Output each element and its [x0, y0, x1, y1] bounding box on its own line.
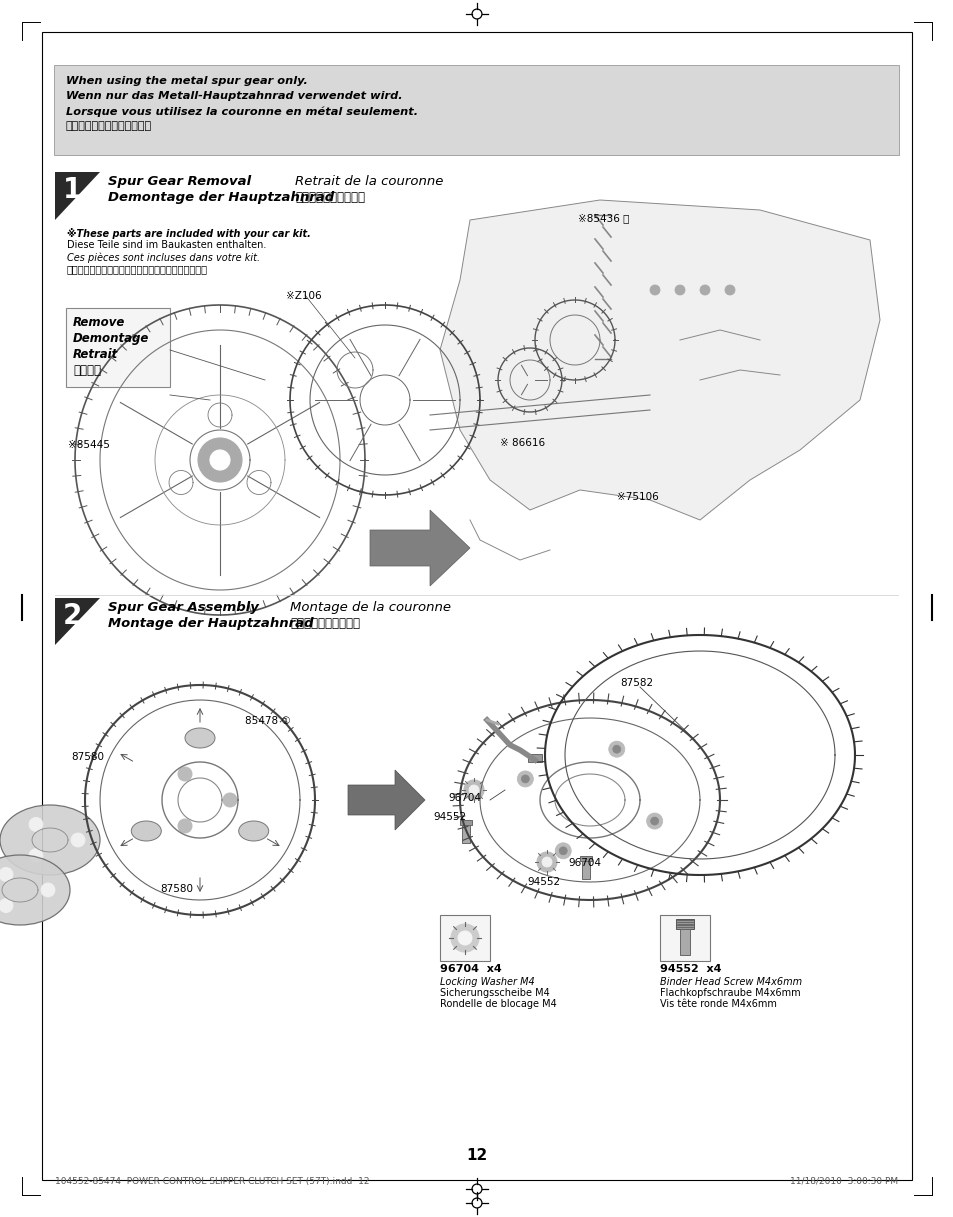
Bar [679, 929, 689, 955]
Circle shape [700, 285, 709, 295]
Text: 取り外し: 取り外し [73, 364, 101, 377]
Text: 94552  x4: 94552 x4 [659, 964, 720, 974]
Circle shape [178, 819, 192, 832]
Circle shape [178, 767, 192, 781]
Circle shape [520, 775, 529, 783]
Circle shape [71, 832, 85, 847]
Circle shape [558, 847, 567, 854]
Text: 12: 12 [466, 1148, 487, 1163]
Text: Spur Gear Assembly: Spur Gear Assembly [108, 601, 258, 615]
Bar [459, 820, 472, 825]
Circle shape [198, 438, 242, 482]
Circle shape [210, 450, 230, 470]
Text: ※ 86616: ※ 86616 [499, 438, 544, 448]
Text: Ces pièces sont incluses dans votre kit.: Ces pièces sont incluses dans votre kit. [67, 252, 260, 263]
Ellipse shape [0, 856, 70, 925]
Text: Wenn nur das Metall-Hauptzahnrad verwendet wird.: Wenn nur das Metall-Hauptzahnrad verwend… [66, 91, 402, 101]
Text: 96704  x4: 96704 x4 [439, 964, 501, 974]
Bar [659, 915, 709, 961]
Text: 2: 2 [63, 602, 82, 630]
Text: Montage der Hauptzahnrad: Montage der Hauptzahnrad [108, 617, 314, 630]
Text: ※These parts are included with your car kit.: ※These parts are included with your car … [67, 228, 311, 239]
Text: 94552: 94552 [433, 812, 466, 821]
Text: お手持ちのシャーシから外したパーツを使用します。: お手持ちのシャーシから外したパーツを使用します。 [67, 264, 208, 274]
Text: ※85436 ⓪: ※85436 ⓪ [578, 213, 629, 223]
Polygon shape [439, 200, 879, 520]
FancyBboxPatch shape [66, 308, 170, 387]
Circle shape [675, 285, 684, 295]
Bar [676, 919, 693, 929]
Text: 87580: 87580 [71, 752, 104, 762]
Text: Retrait: Retrait [73, 348, 118, 361]
Bar [579, 856, 592, 860]
Bar [54, 65, 898, 155]
Circle shape [541, 857, 552, 867]
Circle shape [0, 898, 13, 913]
Text: スパーギアのみ使用する場合: スパーギアのみ使用する場合 [66, 120, 152, 131]
Text: 11/18/2010  3:00:30 PM: 11/18/2010 3:00:30 PM [789, 1177, 897, 1187]
Text: ※85445: ※85445 [68, 441, 110, 450]
Text: Retrait de la couronne: Retrait de la couronne [294, 175, 443, 187]
Text: Montage de la couronne: Montage de la couronne [290, 601, 451, 615]
Text: Demontage: Demontage [73, 332, 150, 344]
Circle shape [608, 741, 624, 757]
Bar [527, 755, 541, 762]
Circle shape [517, 770, 533, 787]
Circle shape [41, 884, 55, 897]
Text: Locking Washer M4: Locking Washer M4 [439, 977, 535, 987]
Circle shape [612, 745, 620, 753]
Circle shape [469, 785, 478, 795]
Text: スパーギアの組み立て: スパーギアの組み立て [290, 617, 359, 630]
Circle shape [451, 924, 478, 952]
Text: スパーギアの取り外し: スパーギアの取り外し [294, 191, 365, 204]
Circle shape [0, 868, 13, 881]
Circle shape [463, 780, 483, 800]
Text: Flachkopfschraube M4x6mm: Flachkopfschraube M4x6mm [659, 988, 800, 998]
Circle shape [650, 817, 658, 825]
Ellipse shape [0, 804, 100, 875]
Circle shape [724, 285, 734, 295]
Bar [581, 860, 589, 879]
Circle shape [555, 843, 571, 859]
Text: 104552-85474  POWER CONTROL SLIPPER CLUTCH SET (57T).indd  12: 104552-85474 POWER CONTROL SLIPPER CLUTC… [55, 1177, 369, 1187]
Polygon shape [55, 598, 100, 645]
Text: ※75106: ※75106 [617, 492, 659, 501]
Circle shape [537, 852, 557, 873]
Text: ※Z106: ※Z106 [286, 291, 321, 301]
Polygon shape [370, 510, 470, 587]
Circle shape [457, 931, 472, 944]
Text: Sicherungsscheibe M4: Sicherungsscheibe M4 [439, 988, 549, 998]
Text: When using the metal spur gear only.: When using the metal spur gear only. [66, 75, 308, 86]
Bar [439, 915, 490, 961]
Circle shape [223, 793, 236, 807]
Text: Demontage der Hauptzahnrad: Demontage der Hauptzahnrad [108, 191, 334, 204]
Circle shape [29, 818, 43, 831]
Ellipse shape [238, 821, 269, 841]
Circle shape [646, 813, 662, 829]
Text: Spur Gear Removal: Spur Gear Removal [108, 175, 251, 187]
Text: 94552: 94552 [526, 877, 559, 887]
Text: 87580: 87580 [160, 884, 193, 894]
Text: Rondelle de blocage M4: Rondelle de blocage M4 [439, 999, 557, 1009]
Ellipse shape [132, 821, 161, 841]
Text: 87582: 87582 [619, 678, 653, 688]
Polygon shape [348, 770, 424, 830]
Text: Vis tête ronde M4x6mm: Vis tête ronde M4x6mm [659, 999, 776, 1009]
Text: Lorsque vous utilisez la couronne en métal seulement.: Lorsque vous utilisez la couronne en mét… [66, 106, 417, 117]
Text: 1: 1 [63, 176, 82, 204]
Polygon shape [55, 172, 100, 220]
Text: 96704: 96704 [448, 793, 480, 803]
Circle shape [649, 285, 659, 295]
Text: Binder Head Screw M4x6mm: Binder Head Screw M4x6mm [659, 977, 801, 987]
Text: 96704: 96704 [567, 858, 600, 868]
Ellipse shape [185, 728, 214, 748]
Text: 85478 ①: 85478 ① [245, 716, 291, 727]
Circle shape [29, 848, 43, 863]
Text: Remove: Remove [73, 316, 125, 329]
Bar [461, 825, 470, 843]
Text: Diese Teile sind im Baukasten enthalten.: Diese Teile sind im Baukasten enthalten. [67, 240, 266, 249]
